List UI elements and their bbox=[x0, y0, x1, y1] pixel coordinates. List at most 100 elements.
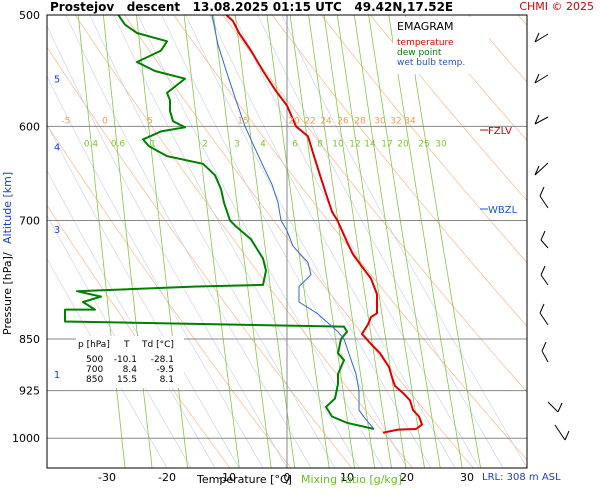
wind-barb-shaft bbox=[534, 162, 549, 176]
mixing-ratio-label: 20 bbox=[397, 139, 409, 149]
copyright: CHMI © 2025 bbox=[519, 0, 594, 13]
mixing-ratio-label: 4 bbox=[260, 139, 266, 149]
wind-barb-feather bbox=[534, 165, 540, 176]
x-tick-label: -20 bbox=[158, 471, 176, 484]
pressure-tick-label: 700 bbox=[19, 214, 40, 227]
table-cell: -9.5 bbox=[156, 365, 174, 375]
dew-point-line bbox=[64, 15, 375, 430]
wind-barb-shaft bbox=[534, 116, 549, 125]
wind-barb-shaft bbox=[540, 239, 549, 249]
mixing-ratio-line bbox=[136, 15, 189, 468]
mixing-ratio-line bbox=[323, 15, 392, 468]
x-tick-label: 20 bbox=[400, 471, 414, 484]
moist-adiabat-line bbox=[47, 258, 168, 468]
dry-adiabat-line bbox=[370, 15, 527, 202]
dry-adiabat-line bbox=[419, 15, 527, 142]
station-coords: 49.42N,17.52E bbox=[354, 0, 454, 14]
wind-barb-feather bbox=[534, 73, 540, 84]
wind-barb-feather bbox=[539, 186, 545, 197]
pressure-tick-label: 850 bbox=[19, 333, 40, 346]
mixing-ratio-line bbox=[183, 15, 240, 468]
dry-adiabat-line bbox=[47, 204, 231, 468]
x-tick-label: 30 bbox=[460, 471, 474, 484]
y-axis-separator: / bbox=[1, 252, 14, 256]
dry-adiabat-line bbox=[47, 46, 352, 468]
dry-adiabat-line bbox=[321, 15, 527, 264]
data-table-box bbox=[76, 336, 184, 388]
mixing-ratio-label: 10 bbox=[332, 139, 344, 149]
mixing-ratio-label: 25 bbox=[418, 139, 429, 149]
x-tick-label: 10 bbox=[340, 471, 354, 484]
x-tick-label: -10 bbox=[218, 471, 236, 484]
wind-barb-shaft bbox=[539, 312, 549, 326]
dry-adiabat-label: 26 bbox=[337, 116, 349, 126]
legend-item-temperature: temperature bbox=[397, 38, 454, 48]
moist-adiabat-line bbox=[185, 15, 432, 468]
mixing-ratio-line bbox=[368, 15, 441, 468]
mixing-ratio-label: 14 bbox=[364, 139, 376, 149]
wind-barb-shaft bbox=[540, 274, 549, 286]
table-cell: -10.1 bbox=[114, 355, 137, 365]
wind-barbs bbox=[534, 32, 570, 441]
wind-barb-shaft bbox=[539, 195, 549, 209]
wbzl-label: WBZL bbox=[488, 205, 518, 216]
mixing-ratio-label: 0.6 bbox=[111, 139, 126, 149]
table-cell: 15.5 bbox=[117, 375, 137, 385]
table-cell: -28.1 bbox=[151, 355, 174, 365]
wind-barb-shaft bbox=[534, 74, 549, 84]
table-cell: 500 bbox=[86, 355, 103, 365]
station-name: Prostejov bbox=[50, 0, 115, 14]
table-header-td: Td [°C] bbox=[141, 340, 174, 350]
x-axis-label-mixing-ratio: Mixing ratio [g/kg] bbox=[301, 473, 402, 486]
dry-adiabat-label: 20 bbox=[288, 116, 300, 126]
mixing-ratio-label: 0.4 bbox=[84, 139, 99, 149]
x-axis-separator: / bbox=[286, 473, 290, 486]
dry-adiabat-line bbox=[567, 15, 600, 468]
mixing-ratio-label: 2 bbox=[202, 139, 208, 149]
pressure-tick-label: 1000 bbox=[12, 432, 40, 445]
pressure-tick-label: 600 bbox=[19, 120, 40, 133]
wind-barb-feather bbox=[540, 230, 546, 241]
x-tick-label: 0 bbox=[284, 471, 291, 484]
pressure-tick-label: 500 bbox=[19, 9, 40, 22]
pressure-tick-label: 925 bbox=[19, 385, 40, 398]
wind-barb-feather bbox=[534, 32, 540, 43]
table-header-p: p [hPa] bbox=[78, 340, 110, 350]
x-axis-label-temperature: Temperature [°C] bbox=[196, 473, 292, 486]
mixing-ratio-line bbox=[266, 15, 330, 468]
wind-barb-shaft bbox=[541, 350, 549, 363]
mixing-ratio-label: 1 bbox=[150, 139, 156, 149]
dry-adiabat-label: 32 bbox=[390, 116, 401, 126]
dry-adiabat-line bbox=[517, 15, 527, 26]
wind-barb-shaft bbox=[534, 33, 549, 43]
mixing-ratio-line bbox=[405, 15, 481, 468]
legend-item-wet-bulb: wet bulb temp. bbox=[397, 58, 465, 68]
dry-adiabat-label: 22 bbox=[304, 116, 315, 126]
altitude-tick-label: 4 bbox=[54, 142, 60, 153]
legend-item-dew-point: dew point bbox=[397, 48, 442, 58]
mixing-ratio-label: 12 bbox=[349, 139, 360, 149]
dry-adiabat-label: -5 bbox=[62, 116, 71, 126]
dry-adiabat-line bbox=[74, 15, 413, 468]
dry-adiabat-label: 5 bbox=[147, 116, 153, 126]
table-cell: 700 bbox=[86, 365, 103, 375]
y-axis-label-pressure: Pressure [hPa] bbox=[1, 256, 14, 335]
wind-barb-feather bbox=[540, 265, 546, 276]
legend-title: EMAGRAM bbox=[397, 20, 454, 33]
dry-adiabat-line bbox=[222, 15, 527, 393]
temperature-line bbox=[225, 15, 423, 434]
moist-adiabat-line bbox=[47, 25, 288, 468]
header-title: Prostejov descent 13.08.2025 01:15 UTC 4… bbox=[50, 0, 453, 14]
wind-barb-feather bbox=[534, 114, 540, 125]
mixing-ratio-line bbox=[77, 15, 126, 468]
mixing-ratio-line bbox=[289, 15, 355, 468]
y-axis-label-altitude: Altitude [km] bbox=[1, 172, 14, 244]
altitude-tick-label: 3 bbox=[54, 225, 60, 236]
dry-adiabat-label: 30 bbox=[374, 116, 386, 126]
dry-adiabat-line bbox=[124, 15, 474, 468]
x-tick-label: -30 bbox=[98, 471, 116, 484]
table-cell: 8.4 bbox=[123, 365, 138, 375]
moist-adiabat-line bbox=[47, 123, 240, 468]
moist-adiabat-line bbox=[209, 15, 456, 468]
wind-barb-feather bbox=[541, 341, 547, 352]
